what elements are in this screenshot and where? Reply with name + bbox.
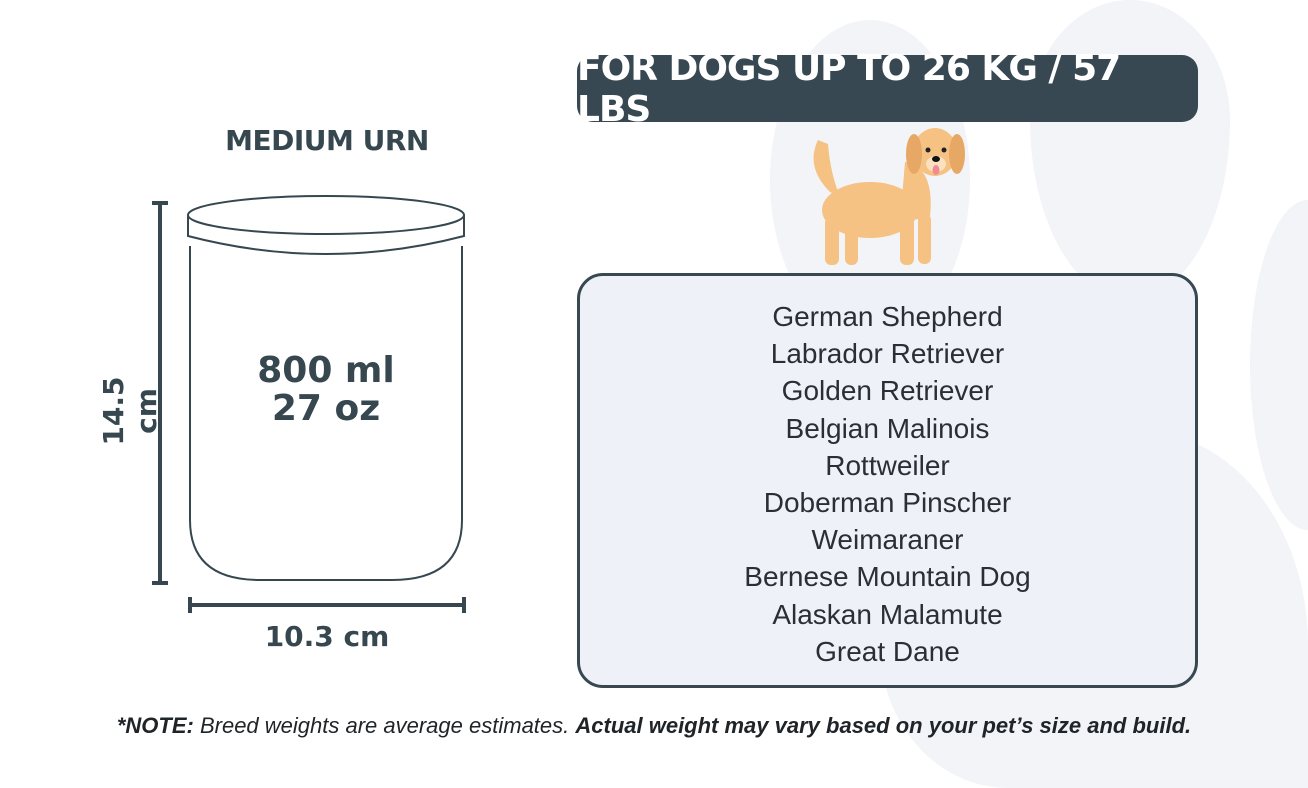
breed-item: Rottweiler	[825, 449, 950, 481]
breed-item: Belgian Malinois	[785, 412, 990, 444]
golden-retriever-icon	[813, 128, 965, 265]
note-prefix: *NOTE:	[116, 713, 194, 738]
breed-list-box: German Shepherd Labrador Retriever Golde…	[577, 273, 1198, 688]
breed-item: Weimaraner	[811, 524, 964, 556]
weight-limit-banner: FOR DOGS UP TO 26 KG / 57 LBS	[577, 48, 1198, 130]
note-text: Breed weights are average estimates.	[193, 713, 576, 738]
capacity-oz: 27 oz	[271, 388, 381, 429]
background-paw-shape	[1030, 0, 1230, 300]
breed-item: Golden Retriever	[781, 375, 994, 407]
breed-item: Doberman Pinscher	[763, 487, 1012, 519]
breed-item: Great Dane	[815, 635, 960, 667]
breed-list: German Shepherd Labrador Retriever Golde…	[580, 276, 1195, 670]
breed-item: Labrador Retriever	[770, 338, 1005, 370]
urn-diagram	[152, 195, 466, 613]
urn-outline	[187, 195, 465, 581]
breed-item: Alaskan Malamute	[772, 598, 1003, 630]
width-label: 10.3 cm	[264, 620, 390, 653]
background-paw-shape	[1250, 200, 1308, 530]
note-emphasis: Actual weight may vary based on your pet…	[575, 713, 1192, 738]
breed-item: Bernese Mountain Dog	[744, 561, 1031, 593]
urn-title: MEDIUM URN	[225, 124, 429, 157]
capacity-label: 800 ml 27 oz	[226, 352, 426, 428]
footnote: *NOTE: Breed weights are average estimat…	[0, 713, 1308, 739]
height-label: 14.5 cm	[97, 376, 163, 446]
capacity-ml: 800 ml	[257, 350, 395, 391]
breed-item: German Shepherd	[772, 301, 1003, 332]
